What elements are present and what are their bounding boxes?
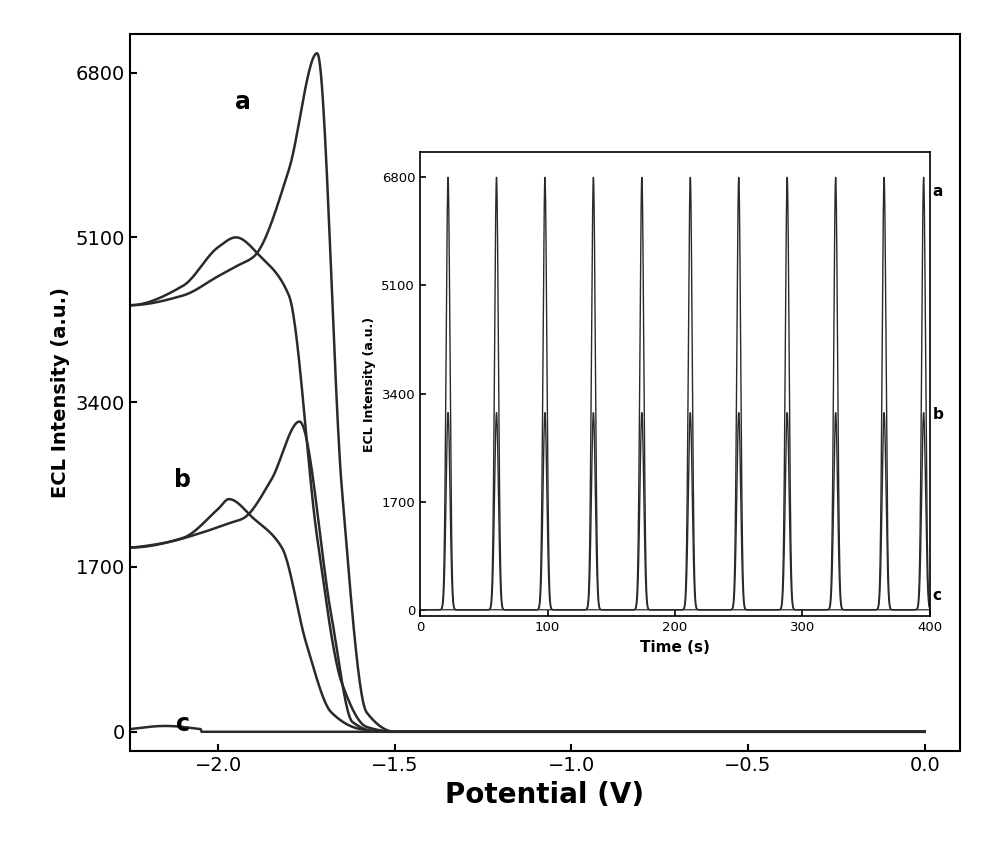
- Y-axis label: ECL Intensity (a.u.): ECL Intensity (a.u.): [51, 287, 70, 498]
- Y-axis label: ECL Intensity (a.u.): ECL Intensity (a.u.): [363, 316, 376, 452]
- Text: b: b: [933, 407, 943, 422]
- Text: c: c: [933, 588, 942, 603]
- X-axis label: Time (s): Time (s): [640, 640, 710, 655]
- Text: b: b: [174, 468, 191, 492]
- Text: c: c: [176, 712, 190, 736]
- Text: a: a: [933, 185, 943, 199]
- Text: a: a: [235, 89, 251, 114]
- X-axis label: Potential (V): Potential (V): [445, 781, 645, 809]
